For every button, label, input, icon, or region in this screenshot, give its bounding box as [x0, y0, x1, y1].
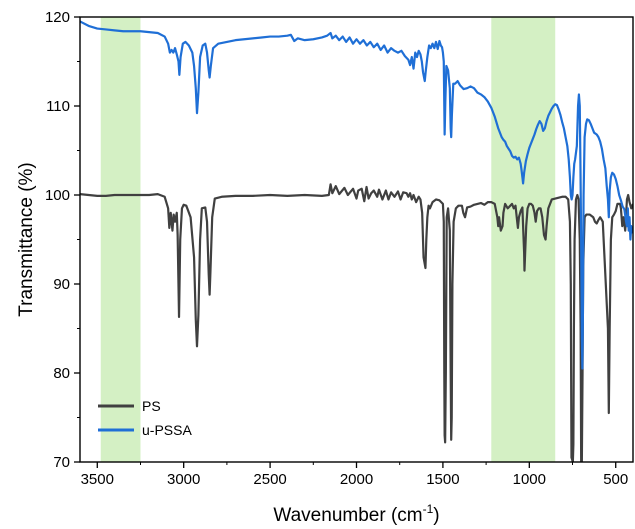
x-tick-label: 3500 — [81, 471, 114, 488]
x-tick-label: 500 — [603, 471, 628, 488]
legend-label: PS — [142, 398, 161, 414]
y-tick-label: 70 — [53, 454, 70, 471]
x-tick-label: 3000 — [167, 471, 200, 488]
x-tick-label: 1500 — [426, 471, 459, 488]
series-line-ps — [80, 183, 633, 462]
legend: PS u-PSSA — [98, 398, 192, 438]
x-axis-title-tail: ) — [433, 505, 439, 526]
x-tick-label: 1000 — [513, 471, 546, 488]
x-tick-label: 2000 — [340, 471, 373, 488]
y-tick-label: 110 — [46, 98, 70, 115]
y-tick-label: 100 — [45, 187, 70, 204]
x-axis-title-main: Wavenumber (cm — [273, 505, 422, 526]
x-axis-title-superscript: -1 — [423, 502, 434, 516]
y-tick-label: 90 — [53, 276, 70, 293]
y-axis: 70 80 90 100 110 120 — [45, 9, 80, 471]
y-tick-label: 80 — [53, 365, 70, 382]
plot-lines — [80, 20, 633, 462]
highlight-bands — [100, 17, 556, 462]
highlight-band-1 — [100, 17, 141, 462]
y-axis-title: Transmittance (%) — [16, 162, 37, 317]
legend-label: u-PSSA — [142, 422, 192, 438]
x-tick-label: 2500 — [253, 471, 286, 488]
y-tick-label: 120 — [45, 9, 70, 26]
x-axis: 3500 3000 2500 2000 1500 1000 500 — [81, 462, 628, 488]
series-line-u-pssa — [80, 20, 633, 370]
x-axis-title: Wavenumber (cm-1) — [273, 502, 439, 526]
